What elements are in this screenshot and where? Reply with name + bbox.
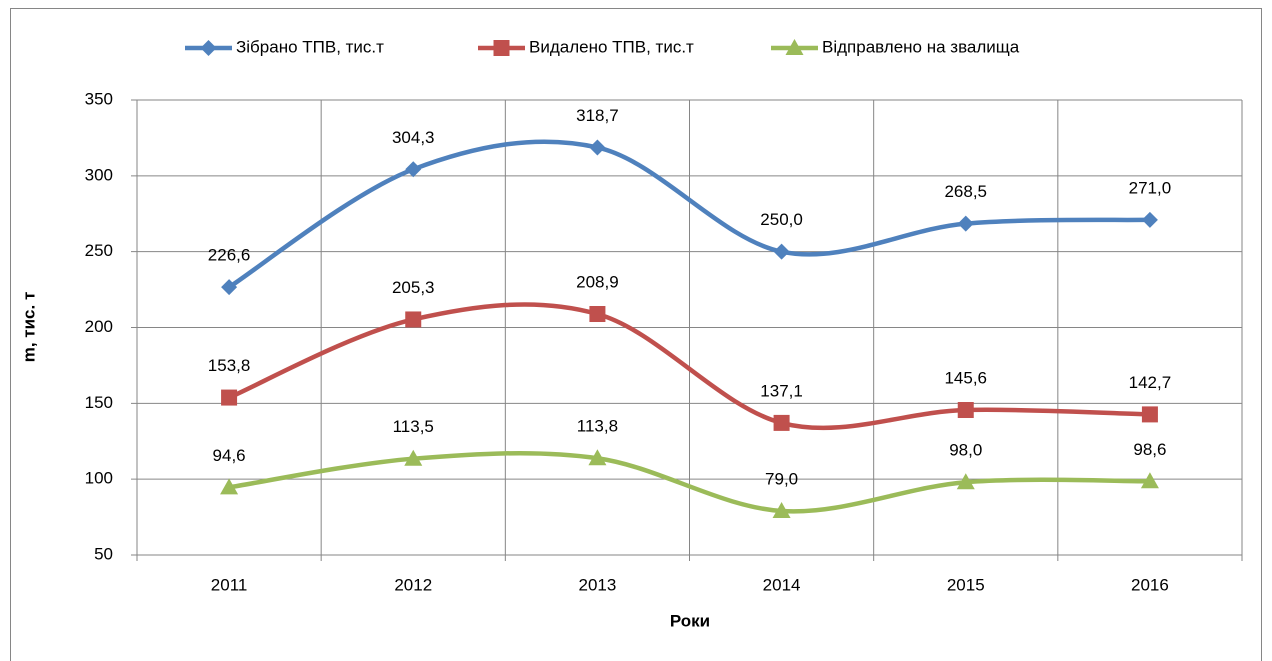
data-label: 145,6 — [944, 368, 987, 387]
data-point — [772, 502, 791, 519]
data-point — [589, 139, 606, 156]
data-point — [588, 449, 607, 466]
x-tick-label: 2014 — [763, 575, 801, 594]
data-label: 153,8 — [208, 356, 251, 375]
legend-marker — [200, 40, 217, 56]
data-label: 137,1 — [760, 381, 803, 400]
data-point — [773, 243, 790, 260]
data-point — [589, 306, 606, 323]
data-point — [1141, 406, 1158, 423]
y-axis-title: m, тис. т — [19, 292, 38, 363]
data-label: 208,9 — [576, 272, 619, 291]
data-label: 142,7 — [1129, 373, 1172, 392]
series-line — [227, 139, 1150, 290]
data-point — [1141, 211, 1158, 228]
series-line — [228, 450, 1150, 514]
legend-label: Зібрано ТПВ, тис.т — [236, 37, 384, 56]
x-axis-title: Роки — [670, 611, 710, 630]
data-point — [220, 478, 239, 495]
data-point — [773, 414, 790, 431]
x-tick-label: 2015 — [947, 575, 985, 594]
data-point — [221, 389, 238, 406]
x-tick-label: 2013 — [579, 575, 617, 594]
series-line — [228, 302, 1150, 431]
legend-label: Видалено ТПВ, тис.т — [529, 37, 694, 56]
data-label: 94,6 — [213, 446, 246, 465]
data-label: 268,5 — [944, 182, 987, 201]
chart-frame — [10, 8, 1262, 661]
data-point — [221, 279, 238, 296]
data-label: 226,6 — [208, 246, 251, 265]
data-point — [405, 311, 422, 328]
y-tick-label: 50 — [94, 544, 113, 563]
data-label: 79,0 — [765, 470, 798, 489]
data-point — [404, 449, 423, 466]
data-label: 304,3 — [392, 128, 435, 147]
y-tick-label: 100 — [85, 469, 113, 488]
data-label: 205,3 — [392, 278, 435, 297]
legend-marker — [493, 40, 510, 56]
data-label: 271,0 — [1129, 178, 1172, 197]
data-label: 250,0 — [760, 210, 803, 229]
data-point — [405, 161, 422, 178]
data-point — [957, 215, 974, 232]
y-tick-label: 250 — [85, 241, 113, 260]
data-label: 98,0 — [949, 441, 982, 460]
y-tick-label: 350 — [85, 89, 113, 108]
data-label: 318,7 — [576, 106, 619, 125]
x-tick-label: 2016 — [1131, 575, 1169, 594]
legend-label: Відправлено на звалища — [822, 37, 1020, 56]
data-label: 113,5 — [393, 417, 434, 436]
y-tick-label: 200 — [85, 317, 113, 336]
y-tick-label: 150 — [85, 393, 113, 412]
data-label: 113,8 — [577, 417, 618, 436]
x-tick-label: 2011 — [211, 575, 248, 594]
legend-marker — [785, 39, 804, 55]
x-tick-label: 2012 — [394, 575, 432, 594]
data-point — [956, 473, 975, 490]
y-tick-label: 300 — [85, 165, 113, 184]
data-point — [957, 402, 974, 419]
data-label: 98,6 — [1133, 440, 1166, 459]
data-point — [1140, 472, 1159, 489]
